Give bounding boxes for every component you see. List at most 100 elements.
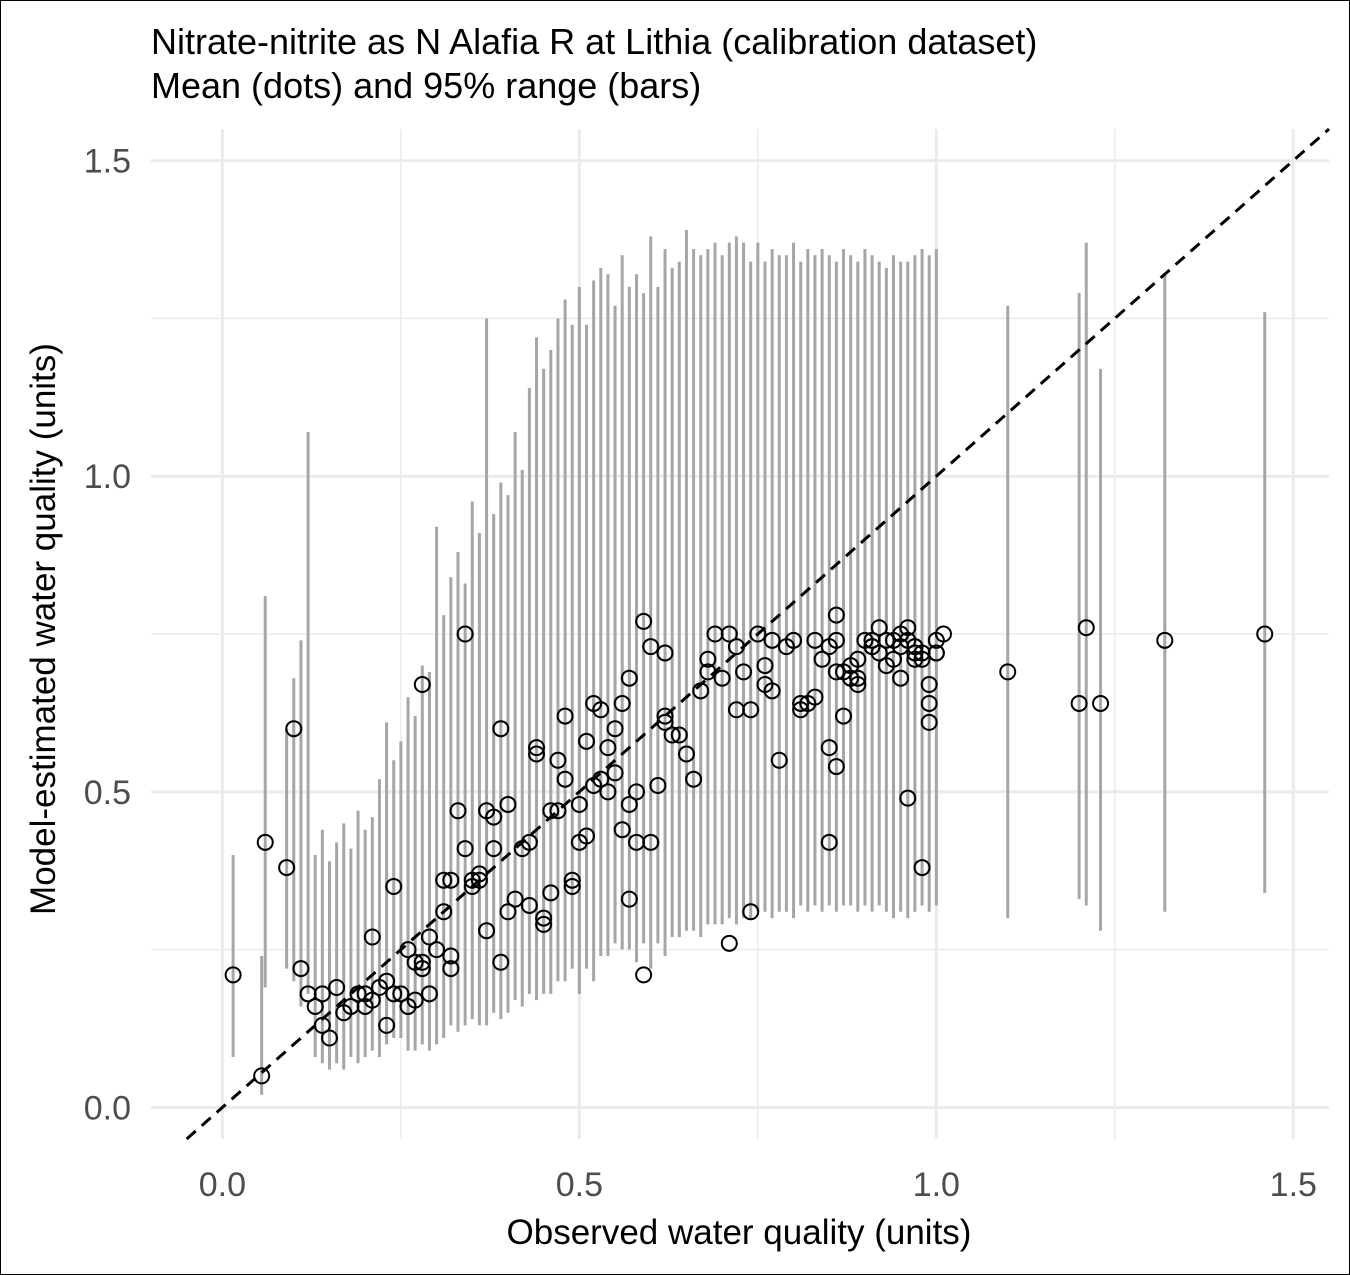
y-tick-label: 0.0 bbox=[84, 1089, 131, 1127]
data-point bbox=[292, 960, 310, 978]
data-point bbox=[506, 890, 524, 908]
data-point bbox=[813, 650, 831, 668]
data-point bbox=[492, 953, 510, 971]
x-tick-label: 0.5 bbox=[556, 1166, 603, 1204]
y-axis-ticks: 0.0 0.5 1.0 1.5 bbox=[84, 143, 131, 1128]
data-point bbox=[285, 720, 303, 738]
data-point bbox=[485, 840, 503, 858]
data-point bbox=[877, 631, 895, 649]
data-point bbox=[349, 985, 367, 1003]
data-point bbox=[499, 903, 517, 921]
data-point bbox=[613, 694, 631, 712]
data-point bbox=[556, 770, 574, 788]
x-tick-label: 1.5 bbox=[1270, 1166, 1317, 1204]
data-point bbox=[253, 1067, 271, 1085]
data-point bbox=[435, 903, 453, 921]
data-point bbox=[1077, 619, 1095, 637]
data-point bbox=[899, 619, 917, 637]
data-point bbox=[899, 789, 917, 807]
data-point bbox=[563, 878, 581, 895]
data-point bbox=[563, 871, 581, 889]
data-point bbox=[449, 802, 467, 820]
data-point bbox=[663, 726, 681, 744]
data-point bbox=[849, 669, 867, 687]
data-point bbox=[913, 644, 931, 662]
data-point bbox=[606, 764, 624, 782]
data-point bbox=[792, 694, 810, 712]
data-point bbox=[806, 688, 824, 706]
data-point bbox=[1256, 625, 1274, 643]
mean-points bbox=[224, 606, 1274, 1085]
data-point bbox=[442, 947, 460, 965]
data-point bbox=[485, 808, 503, 826]
data-point bbox=[499, 795, 517, 813]
data-point bbox=[363, 928, 381, 946]
data-point bbox=[720, 625, 738, 643]
data-point bbox=[627, 783, 645, 801]
data-point bbox=[542, 802, 560, 820]
data-point bbox=[913, 650, 931, 668]
data-point bbox=[599, 783, 617, 801]
data-point bbox=[435, 871, 453, 889]
data-point bbox=[570, 795, 588, 813]
data-point bbox=[528, 739, 546, 757]
data-point bbox=[999, 663, 1017, 681]
data-point bbox=[478, 922, 496, 940]
data-point bbox=[656, 707, 674, 725]
data-point bbox=[399, 941, 417, 959]
data-point bbox=[313, 985, 331, 1003]
data-point bbox=[599, 739, 617, 757]
data-point bbox=[677, 745, 695, 763]
data-point bbox=[735, 663, 753, 681]
data-point bbox=[656, 713, 674, 731]
data-point bbox=[635, 612, 653, 630]
data-point bbox=[827, 631, 845, 649]
x-tick-label: 1.0 bbox=[913, 1166, 960, 1204]
data-point bbox=[306, 997, 324, 1015]
chart-title: Nitrate-nitrite as N Alafia R at Lithia … bbox=[151, 21, 1038, 62]
data-point bbox=[413, 953, 431, 971]
data-point bbox=[492, 720, 510, 738]
data-point bbox=[542, 884, 560, 902]
data-point bbox=[827, 663, 845, 681]
data-point bbox=[378, 1016, 396, 1034]
data-point bbox=[806, 631, 824, 649]
data-point bbox=[642, 833, 660, 851]
data-point bbox=[785, 631, 803, 649]
data-point bbox=[692, 682, 710, 700]
data-point bbox=[920, 694, 938, 712]
y-tick-label: 1.5 bbox=[84, 143, 131, 181]
data-point bbox=[278, 859, 296, 877]
data-point bbox=[420, 928, 438, 946]
data-point bbox=[378, 972, 396, 990]
chart-subtitle: Mean (dots) and 95% range (bars) bbox=[151, 65, 702, 106]
data-point bbox=[442, 871, 460, 889]
data-point bbox=[592, 701, 610, 719]
data-point bbox=[620, 795, 638, 813]
data-point bbox=[592, 770, 610, 788]
data-point bbox=[763, 682, 781, 700]
data-point bbox=[620, 890, 638, 908]
data-point bbox=[606, 720, 624, 738]
data-point bbox=[442, 960, 460, 978]
data-point bbox=[1156, 631, 1174, 649]
x-axis-label: Observed water quality (units) bbox=[507, 1213, 972, 1252]
data-point bbox=[770, 751, 788, 769]
data-point bbox=[578, 732, 596, 750]
data-point bbox=[713, 669, 731, 687]
data-point bbox=[884, 650, 902, 668]
data-point bbox=[870, 619, 888, 637]
data-point bbox=[699, 650, 717, 668]
data-point bbox=[863, 638, 881, 656]
data-point bbox=[456, 840, 474, 858]
data-point bbox=[535, 915, 553, 933]
data-point bbox=[420, 985, 438, 1003]
data-point bbox=[635, 966, 653, 984]
data-point bbox=[892, 669, 910, 687]
data-point bbox=[1092, 694, 1110, 712]
data-point bbox=[727, 638, 745, 656]
data-point bbox=[827, 606, 845, 624]
data-point bbox=[920, 676, 938, 693]
